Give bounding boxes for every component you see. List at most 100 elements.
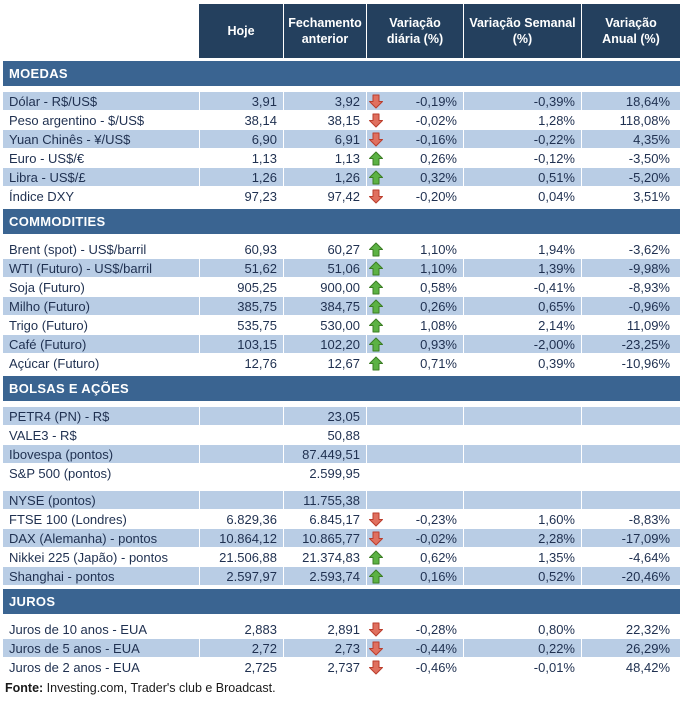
cell-variacao-diaria: 0,26% xyxy=(366,297,463,316)
cell-hoje: 6.829,36 xyxy=(199,510,283,529)
column-header-hoje: Hoje xyxy=(199,4,283,58)
cell-variacao-semanal: 0,52% xyxy=(463,567,581,586)
cell-hoje: 51,62 xyxy=(199,259,283,278)
cell-variacao-diaria xyxy=(366,426,463,445)
variacao-diaria-value: 1,10% xyxy=(420,260,457,276)
cell-fechamento: 23,05 xyxy=(283,407,366,426)
cell-label: FTSE 100 (Londres) xyxy=(3,510,199,529)
column-header-variacao-diaria: Variação diária (%) xyxy=(366,4,463,58)
cell-label: Brent (spot) - US$/barril xyxy=(3,240,199,259)
cell-variacao-anual: 118,08% xyxy=(581,111,680,130)
cell-hoje xyxy=(199,445,283,464)
up-arrow-icon xyxy=(369,299,383,314)
up-arrow-icon xyxy=(369,337,383,352)
cell-fechamento: 38,15 xyxy=(283,111,366,130)
cell-variacao-diaria: 0,32% xyxy=(366,168,463,187)
table-row: Trigo (Futuro) 535,75 530,00 1,08% 2,14% 11,0… xyxy=(3,316,680,335)
down-arrow-icon xyxy=(369,94,383,109)
cell-label: Juros de 10 anos - EUA xyxy=(3,620,199,639)
cell-variacao-semanal xyxy=(463,464,581,483)
cell-hoje xyxy=(199,464,283,483)
arrow-placeholder xyxy=(369,493,383,508)
cell-label: Açúcar (Futuro) xyxy=(3,354,199,373)
cell-hoje: 60,93 xyxy=(199,240,283,259)
cell-hoje: 103,15 xyxy=(199,335,283,354)
cell-variacao-diaria: -0,16% xyxy=(366,130,463,149)
source-text: Investing.com, Trader's club e Broadcast… xyxy=(46,681,276,695)
cell-hoje: 6,90 xyxy=(199,130,283,149)
up-arrow-icon xyxy=(369,356,383,371)
table-row: S&P 500 (pontos) 2.599,95 xyxy=(3,464,680,483)
table-row: PETR4 (PN) - R$ 23,05 xyxy=(3,407,680,426)
cell-variacao-anual: -4,64% xyxy=(581,548,680,567)
cell-hoje: 10.864,12 xyxy=(199,529,283,548)
cell-hoje: 2,725 xyxy=(199,658,283,677)
cell-variacao-diaria: 0,26% xyxy=(366,149,463,168)
table-row: Milho (Futuro) 385,75 384,75 0,26% 0,65% -0,9… xyxy=(3,297,680,316)
cell-fechamento: 3,92 xyxy=(283,92,366,111)
cell-label: Yuan Chinês - ¥/US$ xyxy=(3,130,199,149)
cell-fechamento: 2,737 xyxy=(283,658,366,677)
cell-variacao-diaria: -0,19% xyxy=(366,92,463,111)
cell-fechamento: 21.374,83 xyxy=(283,548,366,567)
cell-hoje: 21.506,88 xyxy=(199,548,283,567)
cell-variacao-diaria: 0,71% xyxy=(366,354,463,373)
cell-fechamento: 2,73 xyxy=(283,639,366,658)
cell-variacao-anual: 48,42% xyxy=(581,658,680,677)
arrow-placeholder xyxy=(369,466,383,481)
cell-variacao-diaria: -0,02% xyxy=(366,529,463,548)
cell-variacao-diaria: -0,23% xyxy=(366,510,463,529)
cell-label: Trigo (Futuro) xyxy=(3,316,199,335)
down-arrow-icon xyxy=(369,132,383,147)
up-arrow-icon xyxy=(369,280,383,295)
cell-variacao-semanal: 1,60% xyxy=(463,510,581,529)
cell-variacao-diaria: 0,62% xyxy=(366,548,463,567)
cell-hoje: 12,76 xyxy=(199,354,283,373)
cell-variacao-semanal: -0,39% xyxy=(463,92,581,111)
cell-fechamento: 530,00 xyxy=(283,316,366,335)
table-row: Café (Futuro) 103,15 102,20 0,93% -2,00% -23,… xyxy=(3,335,680,354)
cell-variacao-semanal xyxy=(463,445,581,464)
variacao-diaria-value: 1,08% xyxy=(420,317,457,333)
table-row: Dólar - R$/US$ 3,91 3,92 -0,19% -0,39% 18,64% xyxy=(3,92,680,111)
cell-fechamento: 384,75 xyxy=(283,297,366,316)
cell-variacao-anual: -9,98% xyxy=(581,259,680,278)
table-row: VALE3 - R$ 50,88 xyxy=(3,426,680,445)
cell-variacao-diaria: 1,10% xyxy=(366,240,463,259)
up-arrow-icon xyxy=(369,550,383,565)
up-arrow-icon xyxy=(369,318,383,333)
table-row: Juros de 2 anos - EUA 2,725 2,737 -0,46% -0,… xyxy=(3,658,680,677)
cell-variacao-diaria xyxy=(366,407,463,426)
cell-label: Ibovespa (pontos) xyxy=(3,445,199,464)
cell-hoje xyxy=(199,407,283,426)
down-arrow-icon xyxy=(369,641,383,656)
cell-variacao-diaria: 1,08% xyxy=(366,316,463,335)
section-header-juros: JUROS xyxy=(3,589,680,614)
cell-variacao-anual: -5,20% xyxy=(581,168,680,187)
source-label: Fonte: xyxy=(5,681,44,695)
cell-fechamento: 1,13 xyxy=(283,149,366,168)
cell-label: S&P 500 (pontos) xyxy=(3,464,199,483)
cell-hoje: 3,91 xyxy=(199,92,283,111)
cell-fechamento: 2.593,74 xyxy=(283,567,366,586)
cell-label: Shanghai - pontos xyxy=(3,567,199,586)
cell-fechamento: 10.865,77 xyxy=(283,529,366,548)
table-row: Açúcar (Futuro) 12,76 12,67 0,71% 0,39% -10,9… xyxy=(3,354,680,373)
variacao-diaria-value: 0,32% xyxy=(420,169,457,185)
column-header-variacao-anual: Variação Anual (%) xyxy=(581,4,680,58)
up-arrow-icon xyxy=(369,569,383,584)
table-row: FTSE 100 (Londres) 6.829,36 6.845,17 -0,23%… xyxy=(3,510,680,529)
cell-hoje: 535,75 xyxy=(199,316,283,335)
down-arrow-icon xyxy=(369,189,383,204)
cell-label: PETR4 (PN) - R$ xyxy=(3,407,199,426)
up-arrow-icon xyxy=(369,242,383,257)
cell-label: Euro - US$/€ xyxy=(3,149,199,168)
cell-fechamento: 1,26 xyxy=(283,168,366,187)
down-arrow-icon xyxy=(369,531,383,546)
table-row: NYSE (pontos) 11.755,38 xyxy=(3,491,680,510)
arrow-placeholder xyxy=(369,409,383,424)
cell-label: Dólar - R$/US$ xyxy=(3,92,199,111)
table-column-header: Hoje Fechamento anterior Variação diária… xyxy=(199,4,680,58)
cell-variacao-semanal: -0,01% xyxy=(463,658,581,677)
